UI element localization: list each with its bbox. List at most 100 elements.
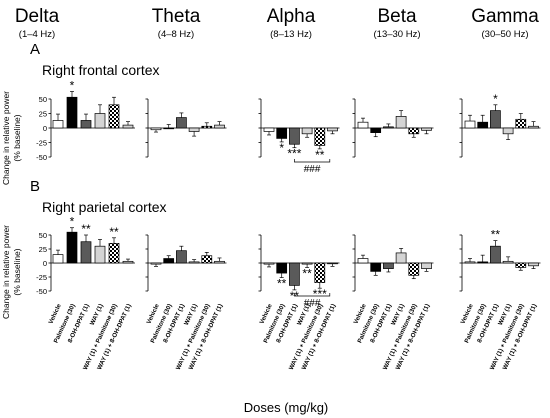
y-tick-label: 50: [39, 95, 47, 104]
bar: [163, 127, 175, 130]
significance-marker: **: [315, 148, 325, 162]
significance-marker: **: [109, 225, 119, 239]
bar: [408, 262, 420, 276]
bar: [383, 126, 394, 129]
bar: [263, 262, 275, 265]
bar: [357, 121, 369, 129]
bar: [214, 260, 225, 264]
bar: [289, 127, 300, 145]
panel-0-gamma-subchart: *: [459, 92, 541, 158]
band-title-theta: Theta: [152, 6, 201, 27]
bar: [66, 96, 78, 129]
bar: [395, 252, 407, 264]
band-title-beta: Beta: [377, 6, 417, 27]
y-tick-label: 50: [39, 231, 47, 240]
significance-label: ###: [304, 298, 321, 309]
bar: [502, 260, 514, 264]
y-axis-label-upper-line1: Change in relative power: [1, 91, 11, 185]
bar: [464, 261, 476, 264]
bar: [94, 245, 106, 264]
y-tick-label: -50: [36, 287, 47, 296]
panel-b-letter: B: [30, 178, 40, 195]
bar: [80, 241, 92, 264]
panel-b-region: Right parietal cortex: [42, 199, 167, 215]
panel-0-alpha-subchart: * *** **###: [258, 98, 340, 175]
significance-marker: *: [279, 141, 284, 155]
bar: [52, 120, 64, 129]
bar: [276, 127, 288, 139]
bar: [188, 127, 200, 132]
significance-bracket: [294, 159, 331, 163]
bar: [490, 110, 501, 129]
bar: [214, 124, 225, 129]
significance-label: ###: [304, 164, 321, 175]
bar: [163, 258, 175, 264]
bar: [201, 125, 213, 129]
significance-marker: ***: [287, 147, 301, 161]
bar: [122, 124, 134, 129]
bar: [327, 127, 338, 132]
bar: [94, 113, 106, 129]
band-range-alpha: (8–13 Hz): [270, 29, 312, 40]
bar: [464, 120, 476, 129]
bar: [314, 262, 326, 283]
y-tick-label: 25: [39, 245, 47, 254]
y-axis-label-upper-line2: (% baseline): [12, 114, 22, 161]
bar: [122, 260, 134, 264]
y-axis-label: Change in relative power (% baseline) Ch…: [1, 91, 22, 319]
bar: [370, 127, 382, 133]
bar: [314, 127, 326, 146]
bar: [515, 118, 527, 129]
band-range-beta: (13–30 Hz): [374, 29, 421, 40]
bar: [395, 116, 407, 129]
bar: [176, 250, 187, 264]
bar: [357, 258, 369, 264]
bar: [477, 121, 489, 129]
band-range-gamma: (30–50 Hz): [482, 29, 529, 40]
bar: [421, 127, 432, 131]
panel-0-delta-subchart: 50 25 0 -25 -50 *: [36, 78, 135, 162]
significance-marker: **: [491, 228, 501, 242]
panel-0-beta-subchart: [352, 98, 434, 158]
significance-marker: **: [277, 277, 287, 291]
bar: [52, 254, 64, 264]
bar: [370, 262, 382, 272]
y-axis-label-line1: Change in relative power: [1, 225, 11, 319]
x-axis-label: Doses (mg/kg): [244, 400, 329, 415]
bar: [176, 117, 187, 129]
y-tick-label: -25: [36, 273, 47, 282]
y-tick-label: 0: [43, 259, 47, 268]
band-range-delta: (1–4 Hz): [19, 29, 55, 40]
bar: [108, 104, 120, 129]
panel-a-region: Right frontal cortex: [42, 62, 160, 78]
significance-marker: **: [302, 266, 312, 280]
bar: [421, 262, 432, 269]
bar: [490, 245, 501, 264]
y-tick-label: -50: [36, 153, 47, 162]
y-tick-label: 0: [43, 124, 47, 133]
band-title-delta: Delta: [15, 6, 60, 27]
bar: [301, 127, 313, 135]
bar: [528, 262, 539, 267]
y-axis-label-line2: (% baseline): [12, 248, 22, 295]
band-title-alpha: Alpha: [267, 6, 316, 27]
bar: [66, 231, 78, 264]
bar: [383, 262, 394, 269]
significance-bracket: [294, 293, 331, 297]
significance-marker: *: [70, 215, 75, 229]
band-range-theta: (4–8 Hz): [158, 29, 194, 40]
bar: [408, 127, 420, 135]
bar: [263, 127, 275, 132]
y-tick-label: -25: [36, 138, 47, 147]
bar: [201, 255, 213, 264]
bar: [515, 262, 527, 268]
bar: [188, 261, 200, 264]
significance-marker: *: [493, 92, 498, 106]
bar: [276, 262, 288, 274]
